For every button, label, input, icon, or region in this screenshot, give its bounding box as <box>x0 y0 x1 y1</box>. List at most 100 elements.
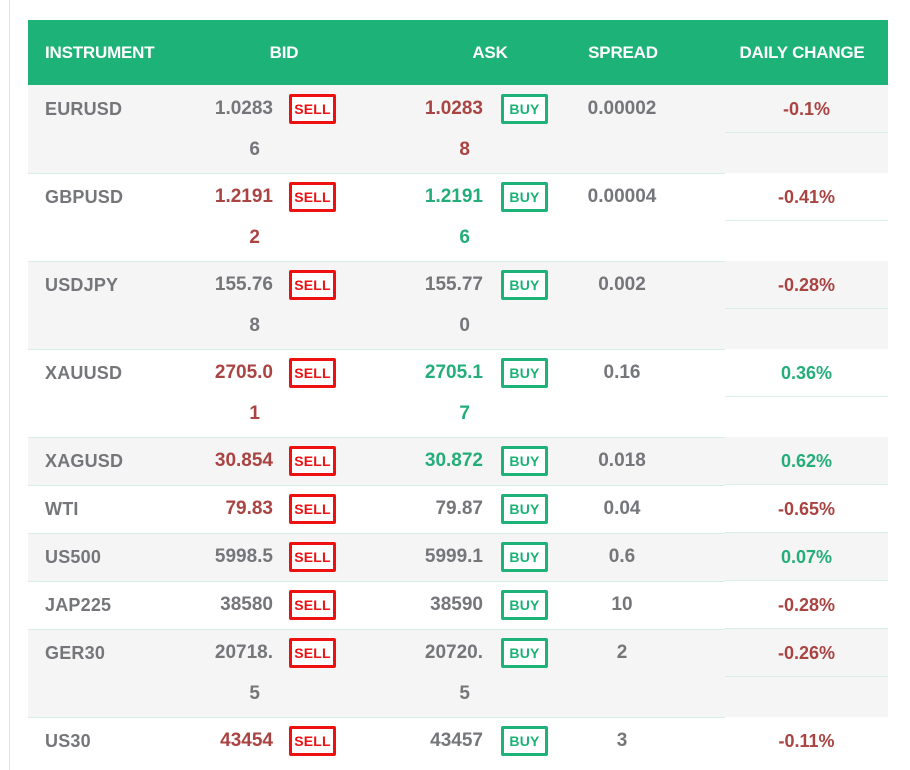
table-row: US30 43454 SELL 43457 BUY 3 -0.11% <box>28 717 888 770</box>
sell-button-cell: SELL <box>273 485 345 533</box>
column-header-ask: ASK <box>472 42 508 62</box>
buy-button-cell: BUY <box>483 173 555 261</box>
buy-button-cell: BUY <box>483 437 555 485</box>
sell-button[interactable]: SELL <box>289 590 336 620</box>
daily-change-value: -0.28% <box>777 595 836 615</box>
buy-button-cell: BUY <box>483 85 555 173</box>
sell-button[interactable]: SELL <box>289 270 336 300</box>
table-row: USDJPY 155.76 8 SELL 155.77 0 BUY 0.002 … <box>28 261 888 349</box>
table-header-row: INSTRUMENT BID ASK SPREAD DAILY CHANGE <box>28 20 888 85</box>
instrument-label: GBPUSD <box>45 187 124 207</box>
daily-change-value: 0.07% <box>780 547 833 567</box>
sell-button[interactable]: SELL <box>289 94 336 124</box>
buy-button-cell: BUY <box>483 349 555 437</box>
spread-value: 10 <box>611 594 633 615</box>
ask-price: 20720. 5 <box>424 642 483 704</box>
buy-button-cell: BUY <box>483 581 555 629</box>
table-row: GBPUSD 1.2191 2 SELL 1.2191 6 BUY 0.0000… <box>28 173 888 261</box>
table-row: XAGUSD 30.854 SELL 30.872 BUY 0.018 0.62… <box>28 437 888 485</box>
instrument-label: JAP225 <box>45 595 112 615</box>
buy-button-cell: BUY <box>483 533 555 581</box>
buy-button-cell: BUY <box>483 485 555 533</box>
sell-button-cell: SELL <box>273 437 345 485</box>
column-header-bid: BID <box>269 42 299 62</box>
buy-button[interactable]: BUY <box>501 94 548 124</box>
instrument-label: US500 <box>45 547 102 567</box>
buy-button[interactable]: BUY <box>501 542 548 572</box>
bid-price: 30.854 <box>214 450 273 471</box>
buy-button[interactable]: BUY <box>501 638 548 668</box>
bid-price: 5998.5 <box>214 546 273 567</box>
sell-button[interactable]: SELL <box>289 638 336 668</box>
ask-price: 79.87 <box>435 498 483 519</box>
ask-price: 30.872 <box>424 450 483 471</box>
ask-price: 2705.1 7 <box>424 362 483 424</box>
spread-value: 0.002 <box>598 274 646 295</box>
bid-price: 1.2191 2 <box>214 186 273 248</box>
table-row: GER30 20718. 5 SELL 20720. 5 BUY 2 -0.26… <box>28 629 888 717</box>
buy-button[interactable]: BUY <box>501 446 548 476</box>
sell-button-cell: SELL <box>273 173 345 261</box>
buy-button-cell: BUY <box>483 629 555 717</box>
table-body: EURUSD 1.0283 6 SELL 1.0283 8 BUY 0.0000… <box>28 85 888 770</box>
sell-button-cell: SELL <box>273 349 345 437</box>
ask-price: 1.2191 6 <box>424 186 483 248</box>
ask-price: 1.0283 8 <box>424 98 483 160</box>
ask-price: 43457 <box>430 730 483 751</box>
sell-button[interactable]: SELL <box>289 542 336 572</box>
buy-button-cell: BUY <box>483 261 555 349</box>
spread-value: 0.04 <box>603 498 641 519</box>
spread-value: 2 <box>616 642 628 663</box>
daily-change-value: -0.1% <box>782 99 831 119</box>
daily-change-value: -0.28% <box>777 275 836 295</box>
bid-price: 155.76 8 <box>214 274 273 336</box>
spread-value: 0.16 <box>603 362 641 383</box>
spread-value: 3 <box>616 730 628 751</box>
bid-price: 38580 <box>220 594 273 615</box>
bid-price: 79.83 <box>225 498 273 519</box>
buy-button[interactable]: BUY <box>501 270 548 300</box>
sell-button-cell: SELL <box>273 581 345 629</box>
spread-value: 0.00002 <box>587 98 657 119</box>
table-row: EURUSD 1.0283 6 SELL 1.0283 8 BUY 0.0000… <box>28 85 888 173</box>
bid-price: 2705.0 1 <box>214 362 273 424</box>
buy-button[interactable]: BUY <box>501 726 548 756</box>
sell-button-cell: SELL <box>273 717 345 770</box>
daily-change-value: -0.65% <box>777 499 836 519</box>
column-header-daily-change: DAILY CHANGE <box>739 42 865 62</box>
buy-button[interactable]: BUY <box>501 358 548 388</box>
daily-change-value: -0.26% <box>777 643 836 663</box>
buy-button-cell: BUY <box>483 717 555 770</box>
instrument-label: XAGUSD <box>45 451 124 471</box>
daily-change-value: 0.36% <box>780 363 833 383</box>
bid-price: 1.0283 6 <box>214 98 273 160</box>
buy-button[interactable]: BUY <box>501 590 548 620</box>
sell-button[interactable]: SELL <box>289 358 336 388</box>
bid-price: 20718. 5 <box>214 642 273 704</box>
sell-button[interactable]: SELL <box>289 726 336 756</box>
instrument-label: EURUSD <box>45 99 123 119</box>
column-header-spread: SPREAD <box>588 42 658 62</box>
daily-change-value: -0.11% <box>778 731 835 751</box>
ask-price: 38590 <box>430 594 483 615</box>
instrument-label: USDJPY <box>45 275 119 295</box>
column-header-instrument: INSTRUMENT <box>45 42 155 62</box>
sell-button-cell: SELL <box>273 261 345 349</box>
buy-button[interactable]: BUY <box>501 182 548 212</box>
table-row: US500 5998.5 SELL 5999.1 BUY 0.6 0.07% <box>28 533 888 581</box>
sell-button[interactable]: SELL <box>289 446 336 476</box>
instrument-label: XAUUSD <box>45 363 123 383</box>
buy-button[interactable]: BUY <box>501 494 548 524</box>
spread-value: 0.018 <box>598 450 646 471</box>
table-row: WTI 79.83 SELL 79.87 BUY 0.04 -0.65% <box>28 485 888 533</box>
market-quotes-table: INSTRUMENT BID ASK SPREAD DAILY CHANGE E… <box>28 20 888 770</box>
spread-value: 0.6 <box>608 546 636 567</box>
spread-value: 0.00004 <box>587 186 657 207</box>
ask-price: 5999.1 <box>424 546 483 567</box>
sell-button[interactable]: SELL <box>289 182 336 212</box>
daily-change-value: 0.62% <box>780 451 833 471</box>
sell-button[interactable]: SELL <box>289 494 336 524</box>
ask-price: 155.77 0 <box>424 274 483 336</box>
table-row: XAUUSD 2705.0 1 SELL 2705.1 7 BUY 0.16 0… <box>28 349 888 437</box>
